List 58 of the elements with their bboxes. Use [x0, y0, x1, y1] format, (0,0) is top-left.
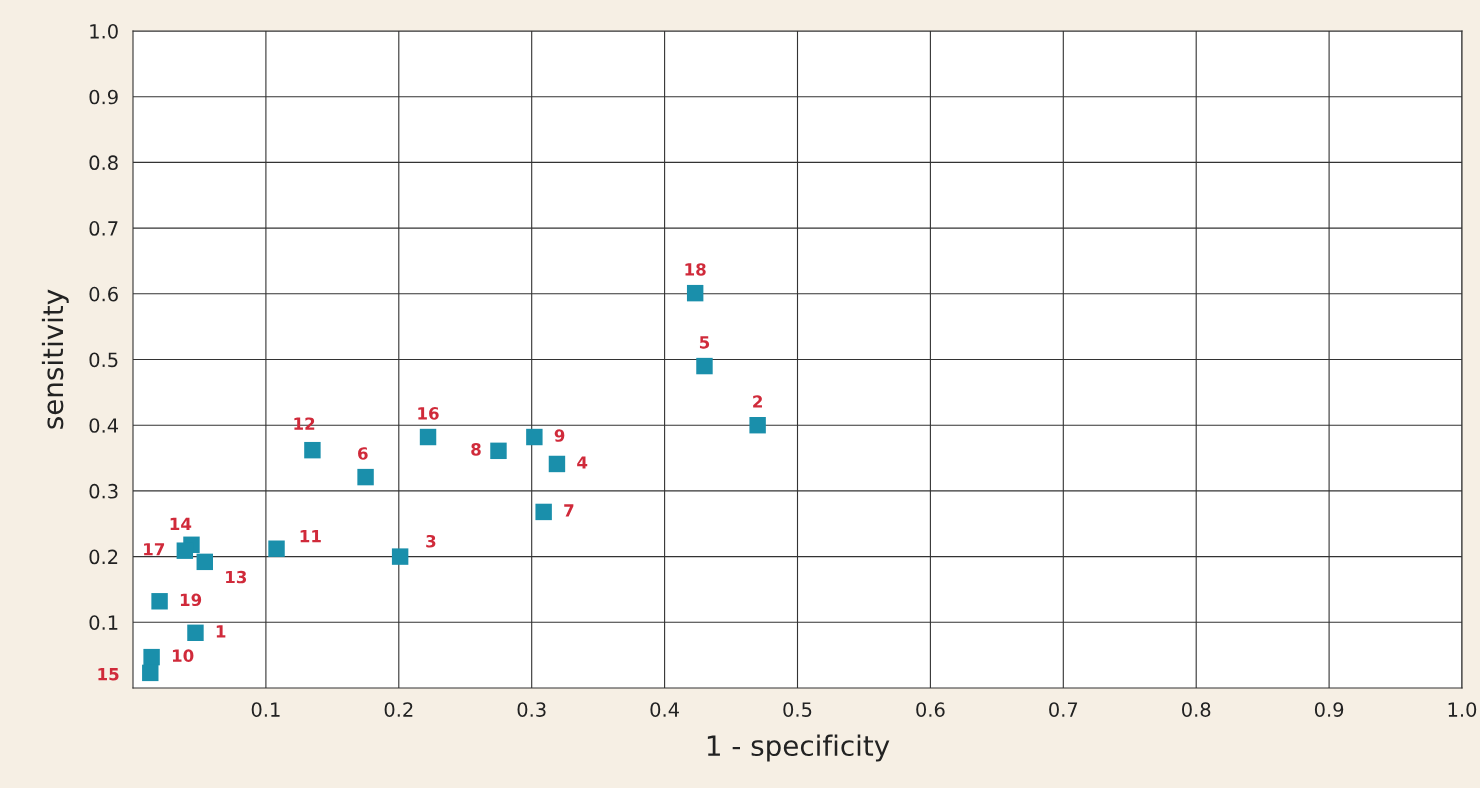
point [304, 441, 321, 459]
point [535, 503, 552, 521]
y-tick-label: 0.6 [89, 286, 118, 302]
x-tick-label: 0.4 [650, 702, 679, 717]
y-tick-label: 0.5 [89, 352, 118, 368]
x-tick-label: 1.0 [1448, 702, 1477, 717]
annotation: 8 [471, 443, 481, 456]
y-tick-label: 0.2 [89, 549, 118, 565]
annotation: 11 [300, 530, 321, 543]
point [548, 455, 566, 473]
annotation: 9 [554, 429, 565, 442]
y-tick-label: 0.7 [89, 221, 118, 236]
annotation: 3 [426, 534, 436, 548]
x-tick-label: 0.5 [783, 702, 812, 717]
point [391, 548, 409, 565]
point [143, 648, 160, 666]
point [490, 442, 507, 460]
annotation: 17 [144, 543, 165, 556]
point [142, 664, 159, 682]
x-tick-label: 0.6 [916, 702, 945, 717]
annotation: 1 [216, 625, 226, 638]
x-tick-label: 0.2 [384, 702, 413, 717]
point [696, 357, 713, 375]
point [357, 468, 374, 486]
x-tick-label: 0.8 [1182, 702, 1211, 717]
y-tick-label: 0.3 [89, 483, 118, 499]
annotation: 13 [226, 570, 247, 584]
y-tick-label: 0.8 [89, 155, 118, 171]
annotation: 6 [358, 447, 368, 460]
annotation: 10 [172, 649, 194, 662]
point [268, 540, 285, 557]
y-tick-label: 0.4 [89, 418, 119, 433]
y-tick-label: 1.0 [90, 23, 118, 39]
point [196, 553, 213, 571]
y-tick-label: 0.9 [89, 89, 118, 105]
annotation: 15 [98, 668, 119, 681]
annotation: 2 [753, 395, 762, 408]
point [749, 416, 766, 434]
annotation: 19 [180, 593, 202, 607]
annotation: 7 [564, 504, 574, 517]
annotation: 5 [699, 336, 710, 349]
y-axis-title: sensitivity [41, 289, 69, 429]
x-tick-label: 0.1 [251, 702, 280, 717]
annotation: 4 [577, 456, 588, 469]
x-tick-label: 0.7 [1049, 702, 1078, 717]
x-axis-title: 1 - specificity [707, 734, 890, 762]
x-tick-label: 0.3 [517, 702, 546, 717]
annotation: 18 [685, 263, 706, 276]
y-tick-label: 0.1 [89, 615, 118, 630]
point [176, 542, 194, 559]
point [151, 593, 168, 610]
x-tick-label: 0.9 [1314, 702, 1344, 717]
point [526, 428, 543, 446]
point [686, 284, 704, 302]
point [419, 428, 437, 446]
point [187, 624, 204, 642]
annotation: 16 [418, 407, 439, 420]
annotation: 14 [170, 517, 192, 530]
